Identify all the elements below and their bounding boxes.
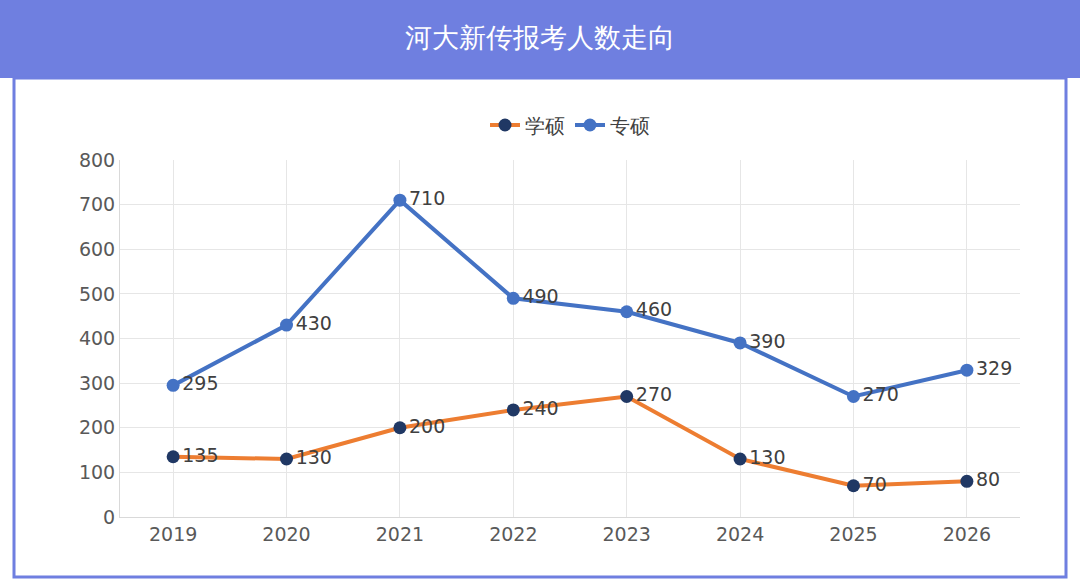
svg-text:400: 400: [79, 327, 115, 349]
svg-text:710: 710: [409, 187, 445, 209]
svg-text:2024: 2024: [716, 523, 764, 545]
svg-text:490: 490: [522, 285, 558, 307]
svg-text:600: 600: [79, 238, 115, 260]
svg-text:2019: 2019: [149, 523, 197, 545]
svg-text:295: 295: [182, 372, 218, 394]
svg-text:2026: 2026: [943, 523, 991, 545]
svg-text:130: 130: [749, 446, 785, 468]
svg-text:200: 200: [409, 415, 445, 437]
svg-text:390: 390: [749, 330, 785, 352]
svg-text:0: 0: [103, 506, 115, 528]
svg-text:200: 200: [79, 416, 115, 438]
svg-text:800: 800: [79, 149, 115, 171]
svg-text:240: 240: [522, 397, 558, 419]
svg-text:专硕: 专硕: [610, 114, 650, 138]
svg-text:135: 135: [182, 444, 218, 466]
svg-text:329: 329: [976, 357, 1012, 379]
svg-text:2021: 2021: [376, 523, 424, 545]
svg-text:2020: 2020: [262, 523, 310, 545]
svg-text:300: 300: [79, 372, 115, 394]
svg-text:270: 270: [863, 383, 899, 405]
svg-text:2022: 2022: [489, 523, 537, 545]
svg-text:河大新传报考人数走向: 河大新传报考人数走向: [405, 22, 675, 53]
svg-text:430: 430: [296, 312, 332, 334]
svg-text:学硕: 学硕: [525, 114, 565, 138]
svg-text:460: 460: [636, 298, 672, 320]
svg-text:70: 70: [863, 473, 887, 495]
svg-text:100: 100: [79, 461, 115, 483]
svg-text:2025: 2025: [829, 523, 877, 545]
svg-text:500: 500: [79, 283, 115, 305]
svg-text:130: 130: [296, 446, 332, 468]
svg-text:700: 700: [79, 193, 115, 215]
svg-text:270: 270: [636, 383, 672, 405]
svg-text:80: 80: [976, 468, 1000, 490]
svg-text:2023: 2023: [603, 523, 651, 545]
